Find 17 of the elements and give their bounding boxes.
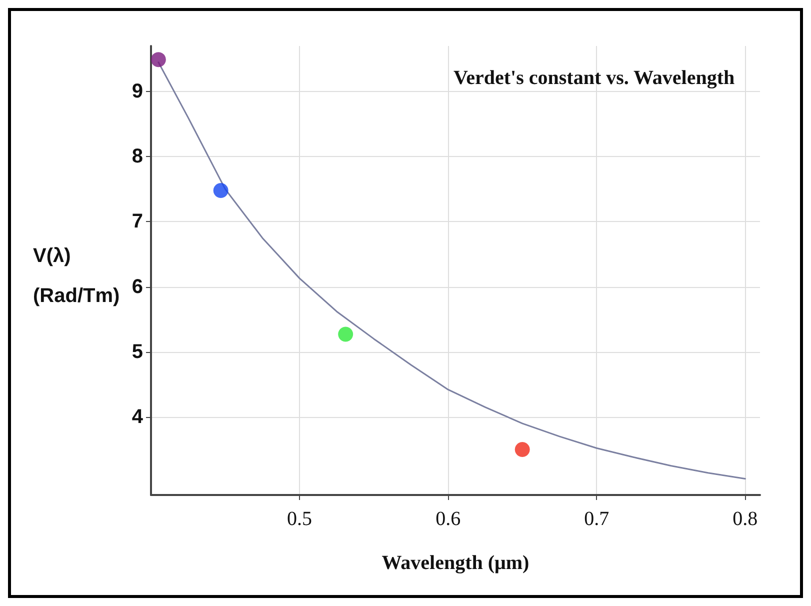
point — [338, 326, 354, 342]
point — [213, 182, 228, 198]
x-tick-label: 0.6 — [436, 508, 461, 530]
text: Verdet's constant vs. Wavelength — [454, 67, 735, 89]
x-tick-label: 0.5 — [287, 508, 312, 530]
y-axis-title: V(λ) (Rad/Tm) — [33, 245, 120, 307]
y-tick-label: 9 — [132, 80, 143, 103]
point — [150, 52, 166, 68]
x-axis-title: Wavelength (μm) — [382, 552, 530, 574]
x-tick-label: 0.7 — [584, 508, 610, 530]
point — [514, 442, 530, 457]
x-tick-label: 0.8 — [732, 508, 758, 530]
y-tick-label: 6 — [132, 276, 143, 298]
y-tick-label: 7 — [132, 210, 143, 233]
y-tick-label: 4 — [132, 406, 144, 428]
y-tick-label: 8 — [132, 146, 143, 168]
y-tick-label: 5 — [132, 340, 143, 363]
